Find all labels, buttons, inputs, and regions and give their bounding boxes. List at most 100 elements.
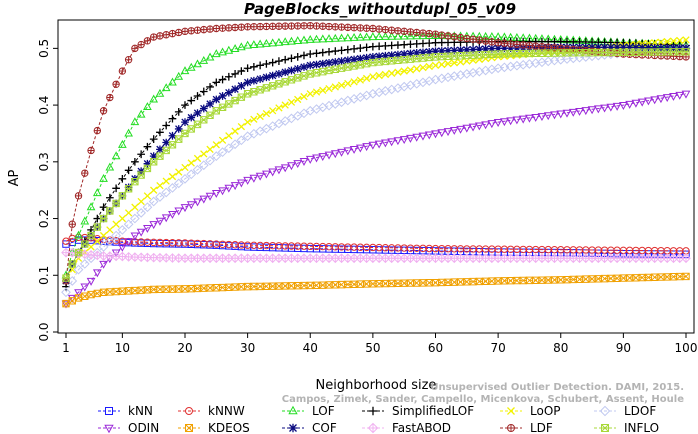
series-odin: [61, 90, 691, 309]
series-point: [206, 25, 214, 33]
series-point: [180, 66, 190, 75]
series-point: [462, 45, 471, 54]
series-point: [368, 141, 378, 150]
series-point: [375, 58, 383, 66]
series-point: [632, 43, 640, 52]
series-point: [306, 50, 315, 58]
series-point: [343, 56, 352, 65]
series-point: [463, 34, 471, 43]
series-point: [575, 107, 584, 116]
series-point: [198, 160, 209, 171]
series-point: [262, 109, 271, 118]
series-point: [250, 76, 258, 85]
series-point: [682, 36, 690, 44]
series-point: [199, 55, 209, 64]
series-point: [362, 53, 371, 62]
series-point: [93, 223, 102, 231]
series-point: [500, 118, 509, 127]
legend-item-fastabod: FastABOD: [362, 421, 451, 434]
series-point: [312, 69, 321, 77]
series-point: [650, 96, 660, 105]
series-point: [79, 259, 90, 269]
legend-item-lof: LOF: [282, 404, 335, 418]
series-point: [494, 39, 502, 47]
series-point: [462, 124, 472, 133]
series-point: [399, 136, 409, 145]
x-tick-label: 40: [303, 341, 318, 355]
series-point: [262, 38, 271, 47]
series-point: [337, 46, 346, 55]
series-point: [274, 37, 284, 46]
series-point: [656, 95, 666, 104]
series-point: [431, 31, 440, 39]
series-point: [288, 405, 298, 415]
y-tick-label: 0.5: [37, 39, 51, 58]
chart-title: PageBlocks_withoutdupl_05_v09: [244, 0, 516, 18]
legend-item-odin: ODIN: [98, 421, 159, 434]
series-point: [131, 203, 139, 211]
series-point: [111, 249, 121, 258]
series-point: [319, 22, 327, 30]
series-point: [413, 28, 421, 37]
series-point: [287, 36, 296, 45]
series-line: [65, 93, 687, 304]
series-point: [137, 150, 145, 159]
series-point: [312, 60, 321, 69]
legend-label: ODIN: [128, 421, 159, 434]
series-point: [456, 278, 465, 286]
series-point: [562, 109, 572, 118]
series-point: [217, 147, 228, 158]
series-point: [481, 121, 490, 130]
series-point: [387, 51, 396, 60]
series-point: [287, 66, 296, 75]
series-point: [538, 43, 546, 51]
series-point: [193, 92, 202, 100]
series-point: [337, 148, 346, 157]
series-point: [206, 100, 214, 108]
series-point: [187, 96, 196, 105]
series-point: [218, 136, 227, 144]
series-point: [142, 202, 153, 213]
series-point: [218, 92, 227, 100]
series-point: [525, 41, 534, 50]
series-point: [212, 141, 220, 149]
series-point: [161, 83, 171, 92]
series-point: [143, 159, 152, 168]
series-point: [381, 31, 390, 40]
series-point: [218, 187, 227, 196]
series-point: [136, 109, 146, 118]
series-point: [350, 78, 358, 86]
series-point: [68, 260, 76, 268]
series-point: [137, 197, 145, 206]
series-point: [481, 37, 490, 45]
series-point: [519, 41, 527, 49]
series-point: [136, 228, 146, 237]
series-point: [531, 113, 541, 122]
series-point: [175, 168, 183, 176]
series-point: [337, 64, 346, 72]
series-point: [162, 177, 170, 185]
series-point: [400, 50, 409, 58]
series-point: [105, 193, 114, 202]
series-point: [199, 195, 209, 204]
series-point: [112, 80, 120, 88]
series-point: [186, 201, 196, 210]
series-point: [294, 74, 302, 82]
series-point: [250, 88, 258, 96]
series-point: [506, 277, 515, 285]
series-point: [657, 44, 665, 52]
series-point: [550, 111, 559, 120]
legend-label: SimplifiedLOF: [392, 404, 474, 418]
series-point: [230, 182, 240, 191]
series-point: [268, 82, 277, 90]
series-point: [413, 54, 421, 63]
series-point: [406, 28, 415, 36]
series-point: [663, 44, 672, 52]
series-point: [167, 183, 178, 193]
series-point: [319, 86, 327, 95]
series-point: [162, 138, 171, 147]
series-point: [200, 26, 208, 34]
series-point: [518, 115, 528, 124]
series-line: [65, 39, 687, 282]
series-point: [175, 28, 183, 37]
